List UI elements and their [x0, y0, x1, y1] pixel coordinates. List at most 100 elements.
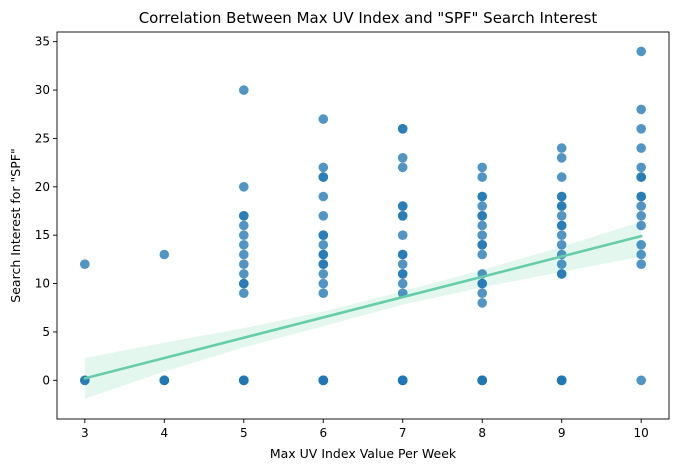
- x-tick-label: 4: [160, 426, 168, 440]
- x-axis-label: Max UV Index Value Per Week: [270, 446, 457, 461]
- data-point: [636, 240, 646, 250]
- data-point: [318, 230, 329, 240]
- y-tick-label: 15: [35, 228, 50, 242]
- x-tick-label: 9: [558, 426, 566, 440]
- data-point: [318, 162, 329, 173]
- confidence-band-layer: [84, 221, 642, 399]
- data-point: [636, 104, 646, 115]
- data-point: [318, 191, 329, 202]
- data-point: [477, 172, 488, 182]
- data-point: [636, 191, 646, 202]
- data-point: [318, 240, 329, 250]
- x-tick-label: 8: [478, 426, 486, 440]
- data-point: [556, 259, 567, 270]
- data-point: [239, 288, 249, 299]
- data-point: [397, 230, 408, 240]
- data-point: [397, 201, 408, 211]
- data-point: [556, 220, 567, 231]
- data-point: [556, 201, 567, 211]
- data-point: [239, 278, 249, 289]
- data-point: [239, 375, 249, 386]
- data-point: [477, 375, 488, 386]
- chart-title: Correlation Between Max UV Index and "SP…: [139, 9, 598, 27]
- y-tick-label: 20: [35, 180, 50, 194]
- data-point: [636, 172, 646, 182]
- x-tick-label: 7: [399, 426, 407, 440]
- data-point: [318, 114, 329, 124]
- data-point: [636, 143, 646, 153]
- data-point: [239, 182, 249, 192]
- x-axis: 3 4 5 6 7 8 9 10: [81, 419, 649, 440]
- confidence-band: [84, 221, 642, 399]
- y-tick-label: 25: [35, 131, 50, 145]
- data-point: [636, 46, 646, 57]
- data-point: [397, 249, 408, 260]
- plot-frame: [56, 31, 670, 420]
- y-tick-label: 30: [35, 83, 50, 97]
- data-point: [397, 124, 408, 134]
- data-point: [397, 153, 408, 163]
- data-point: [397, 211, 408, 221]
- x-tick-label: 6: [319, 426, 327, 440]
- data-point: [159, 249, 170, 260]
- y-tick-label: 5: [42, 325, 50, 339]
- data-point: [477, 288, 488, 299]
- data-point: [477, 298, 488, 308]
- data-point: [318, 278, 329, 289]
- y-axis: 0 5 10 15 20 25 30 35: [35, 35, 57, 387]
- y-tick-label: 0: [42, 373, 50, 387]
- data-point: [636, 220, 646, 231]
- data-point: [636, 375, 646, 386]
- data-point: [239, 269, 249, 279]
- x-tick-label: 5: [240, 426, 248, 440]
- data-point: [636, 259, 646, 270]
- data-point: [477, 230, 488, 240]
- data-point: [556, 172, 567, 182]
- data-point: [239, 211, 249, 221]
- data-point: [556, 240, 567, 250]
- data-point: [239, 220, 249, 231]
- regression-line-layer: [83, 234, 643, 380]
- data-point: [636, 201, 646, 211]
- data-point: [477, 240, 488, 250]
- data-point: [318, 211, 329, 221]
- x-tick-label: 10: [634, 426, 649, 440]
- data-point: [556, 230, 567, 240]
- data-point: [477, 220, 488, 231]
- data-point: [318, 288, 329, 299]
- data-point: [80, 259, 90, 270]
- data-point: [556, 211, 567, 221]
- data-point: [556, 153, 567, 163]
- data-point: [556, 143, 567, 153]
- data-point: [318, 249, 329, 260]
- y-axis-label: Search Interest for "SPF": [8, 148, 23, 302]
- data-point: [397, 269, 408, 279]
- data-point: [636, 249, 646, 260]
- data-point: [397, 259, 408, 270]
- data-point: [239, 249, 249, 260]
- data-point: [477, 211, 488, 221]
- data-point: [636, 211, 646, 221]
- y-tick-label: 10: [35, 277, 50, 291]
- data-point: [397, 162, 408, 173]
- data-point: [636, 124, 646, 134]
- data-point: [318, 172, 329, 182]
- data-point: [556, 191, 567, 202]
- x-tick-label: 3: [81, 426, 89, 440]
- data-point: [477, 201, 488, 211]
- data-point: [636, 162, 646, 173]
- data-point: [477, 191, 488, 202]
- data-point: [239, 259, 249, 270]
- data-points-layer: [80, 46, 646, 386]
- data-point: [556, 375, 567, 386]
- data-point: [397, 375, 408, 386]
- data-point: [159, 375, 170, 386]
- data-point: [397, 278, 408, 289]
- data-point: [477, 278, 488, 289]
- data-point: [318, 375, 329, 386]
- data-point: [239, 230, 249, 240]
- y-tick-label: 35: [35, 35, 50, 49]
- data-point: [556, 269, 567, 279]
- data-point: [318, 269, 329, 279]
